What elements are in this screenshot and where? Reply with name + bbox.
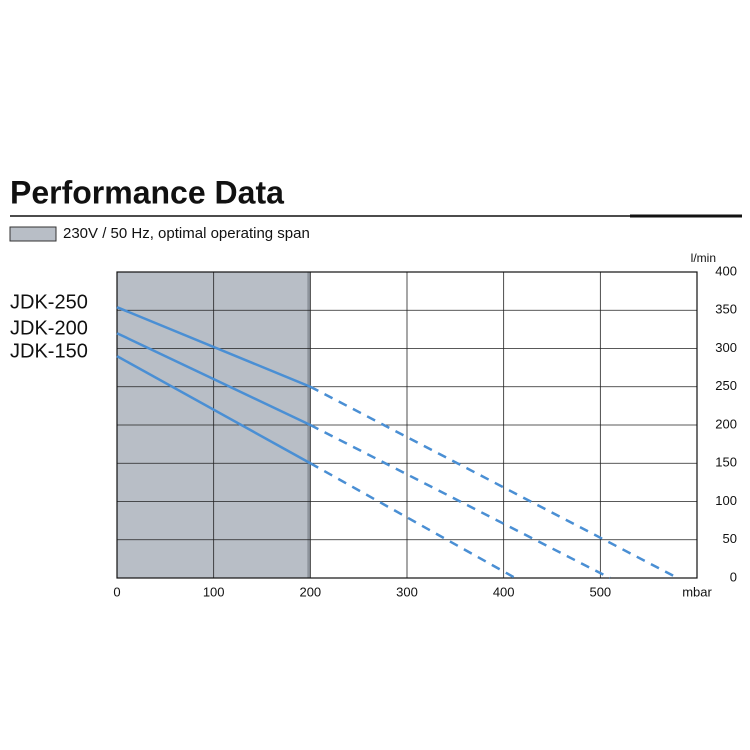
series-label: JDK-150 — [10, 340, 88, 362]
legend-label: 230V / 50 Hz, optimal operating span — [63, 225, 310, 242]
line-segment — [309, 423, 611, 580]
series-label: JDK-200 — [10, 317, 88, 339]
y-tick-label: 350 — [715, 302, 737, 317]
x-tick-label: 100 — [203, 584, 225, 599]
y-tick-label: 50 — [723, 531, 737, 546]
y-tick-label: 0 — [730, 569, 737, 584]
line-segment — [309, 462, 516, 580]
x-axis-label: mbar — [682, 584, 712, 599]
y-tick-label: 300 — [715, 340, 737, 355]
y-tick-label: 200 — [715, 416, 737, 431]
x-tick-label: 0 — [113, 584, 120, 599]
line-segment — [116, 355, 311, 465]
x-tick-label: 400 — [493, 584, 515, 599]
x-tick-label: 300 — [396, 584, 418, 599]
chart-title: Performance Data — [10, 174, 284, 210]
x-tick-label: 200 — [299, 584, 321, 599]
line-segment — [309, 385, 679, 580]
series-label: JDK-250 — [10, 291, 88, 313]
plot-border — [116, 271, 698, 579]
y-tick-label: 250 — [715, 378, 737, 393]
x-tick-label: 500 — [589, 584, 611, 599]
y-tick-label: 100 — [715, 493, 737, 508]
y-tick-label: 150 — [715, 455, 737, 470]
y-tick-label: 400 — [715, 263, 737, 278]
line-segment — [116, 332, 311, 427]
legend-swatch — [9, 226, 57, 242]
y-axis-label: l/min — [691, 251, 716, 265]
line-segment — [116, 306, 311, 388]
